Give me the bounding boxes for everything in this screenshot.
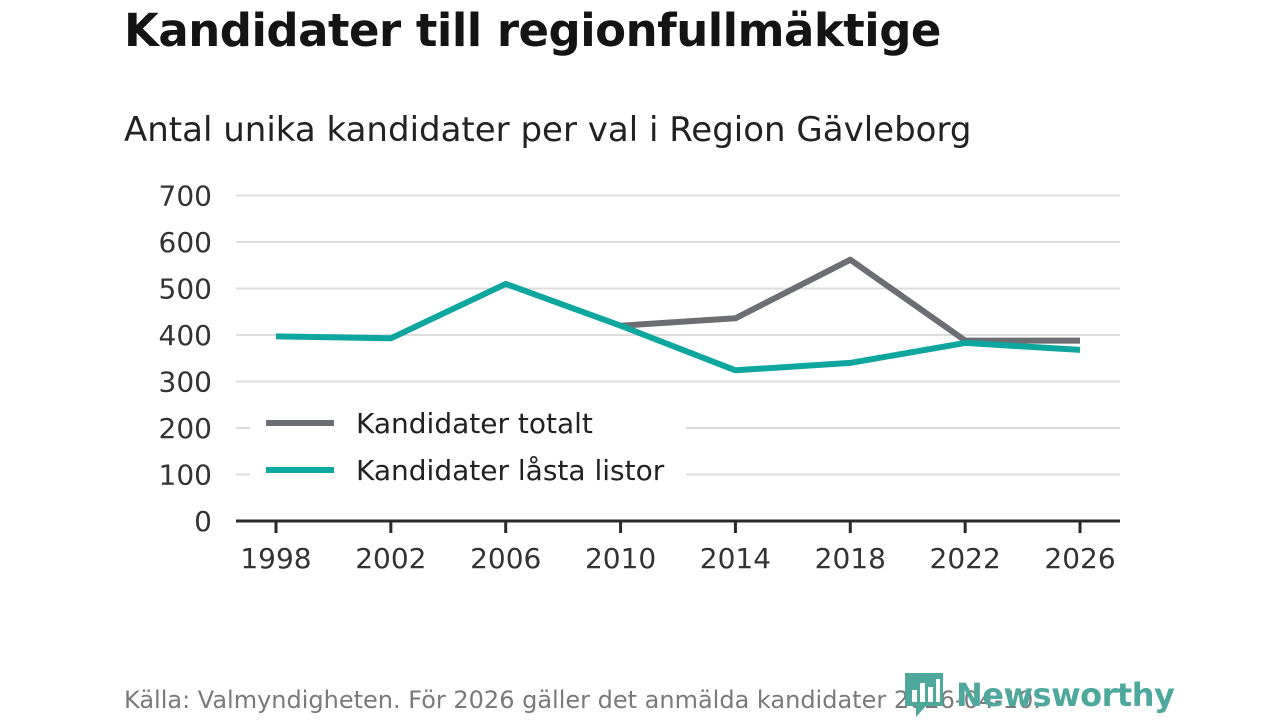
y-tick-label: 500 bbox=[159, 273, 212, 306]
y-tick-label: 300 bbox=[159, 366, 212, 399]
source-note: Källa: Valmyndigheten. För 2026 gäller d… bbox=[124, 686, 1041, 714]
y-axis-ticks: 0 100 200 300 400 500 600 700 bbox=[159, 180, 212, 539]
x-axis: 1998 2002 2006 2010 2014 2018 2022 2026 bbox=[236, 519, 1120, 575]
x-tick-label: 2022 bbox=[930, 542, 1001, 575]
x-tick-label: 2002 bbox=[355, 542, 426, 575]
legend-label: Kandidater totalt bbox=[356, 407, 593, 440]
series-line-kandidater-lasta-listor bbox=[275, 280, 1081, 374]
y-tick-label: 100 bbox=[159, 459, 212, 492]
y-tick-label: 400 bbox=[159, 319, 212, 352]
x-tick-label: 1998 bbox=[240, 542, 311, 575]
y-tick-label: 600 bbox=[159, 226, 212, 259]
chart-title: Kandidater till regionfullmäktige bbox=[124, 4, 941, 57]
legend-label: Kandidater låsta listor bbox=[356, 454, 665, 487]
legend: Kandidater totalt Kandidater låsta listor bbox=[250, 394, 686, 494]
y-tick-label: 700 bbox=[159, 180, 212, 213]
x-tick-label: 2006 bbox=[470, 542, 541, 575]
x-tick-label: 2026 bbox=[1044, 542, 1115, 575]
y-tick-label: 0 bbox=[194, 505, 212, 538]
newsworthy-logo-text: Newsworthy bbox=[956, 676, 1175, 714]
x-tick-label: 2014 bbox=[700, 542, 771, 575]
y-tick-label: 200 bbox=[159, 412, 212, 445]
x-tick-label: 2018 bbox=[815, 542, 886, 575]
series-line-kandidater-totalt bbox=[620, 256, 1080, 344]
legend-background bbox=[250, 394, 686, 494]
newsworthy-logo: Newsworthy bbox=[902, 670, 1175, 720]
x-tick-label: 2010 bbox=[585, 542, 656, 575]
chart-subtitle: Antal unika kandidater per val i Region … bbox=[124, 110, 972, 150]
newsworthy-logo-icon bbox=[905, 673, 943, 717]
series-lines bbox=[275, 256, 1081, 374]
